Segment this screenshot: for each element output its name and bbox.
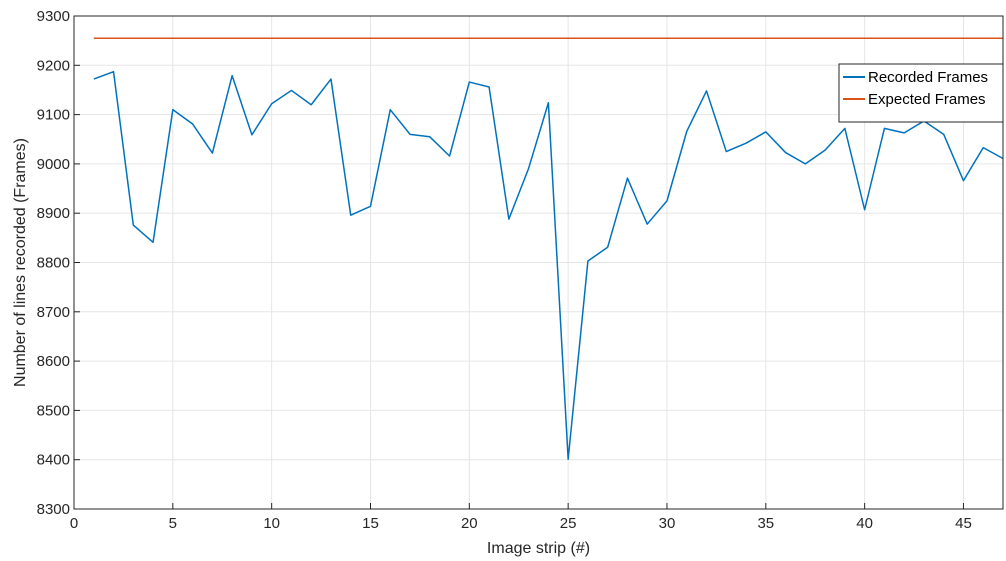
y-tick-label: 9200 <box>37 57 70 74</box>
y-tick-label: 8800 <box>37 255 70 272</box>
x-tick-label: 30 <box>659 515 676 532</box>
x-tick-label: 40 <box>856 515 873 532</box>
x-tick-label: 5 <box>169 515 177 532</box>
legend-recorded-label: Recorded Frames <box>868 69 988 86</box>
series-layer <box>93 37 1004 460</box>
x-tick-label: 0 <box>70 515 78 532</box>
y-tick-label: 9000 <box>37 156 70 173</box>
ticks: 0 5 10 15 20 25 30 35 40 45 8300 8400 8500 8600 8700 88… <box>37 8 972 532</box>
y-tick-label: 8300 <box>37 501 70 518</box>
y-axis-title: Number of lines recorded (Frames) <box>12 138 29 387</box>
y-tick-label: 9100 <box>37 107 70 124</box>
legend-box <box>838 63 1004 123</box>
y-tick-label: 8900 <box>37 205 70 222</box>
x-tick-label: 15 <box>362 515 379 532</box>
y-tick-label: 8500 <box>37 402 70 419</box>
legend-expected-label: Expected Frames <box>868 91 986 108</box>
y-tick-label: 8700 <box>37 304 70 321</box>
x-tick-label: 10 <box>263 515 280 532</box>
y-tick-label: 9300 <box>37 8 70 25</box>
legend: Recorded Frames Expected Frames <box>838 63 1004 123</box>
x-tick-label: 45 <box>955 515 972 532</box>
series-line-recorded-frames <box>93 70 1004 460</box>
y-tick-label: 8400 <box>37 452 70 469</box>
x-tick-label: 20 <box>461 515 478 532</box>
y-tick-label: 8600 <box>37 353 70 370</box>
x-axis-title: Image strip (#) <box>487 540 590 557</box>
x-tick-label: 25 <box>560 515 577 532</box>
x-tick-label: 35 <box>757 515 774 532</box>
